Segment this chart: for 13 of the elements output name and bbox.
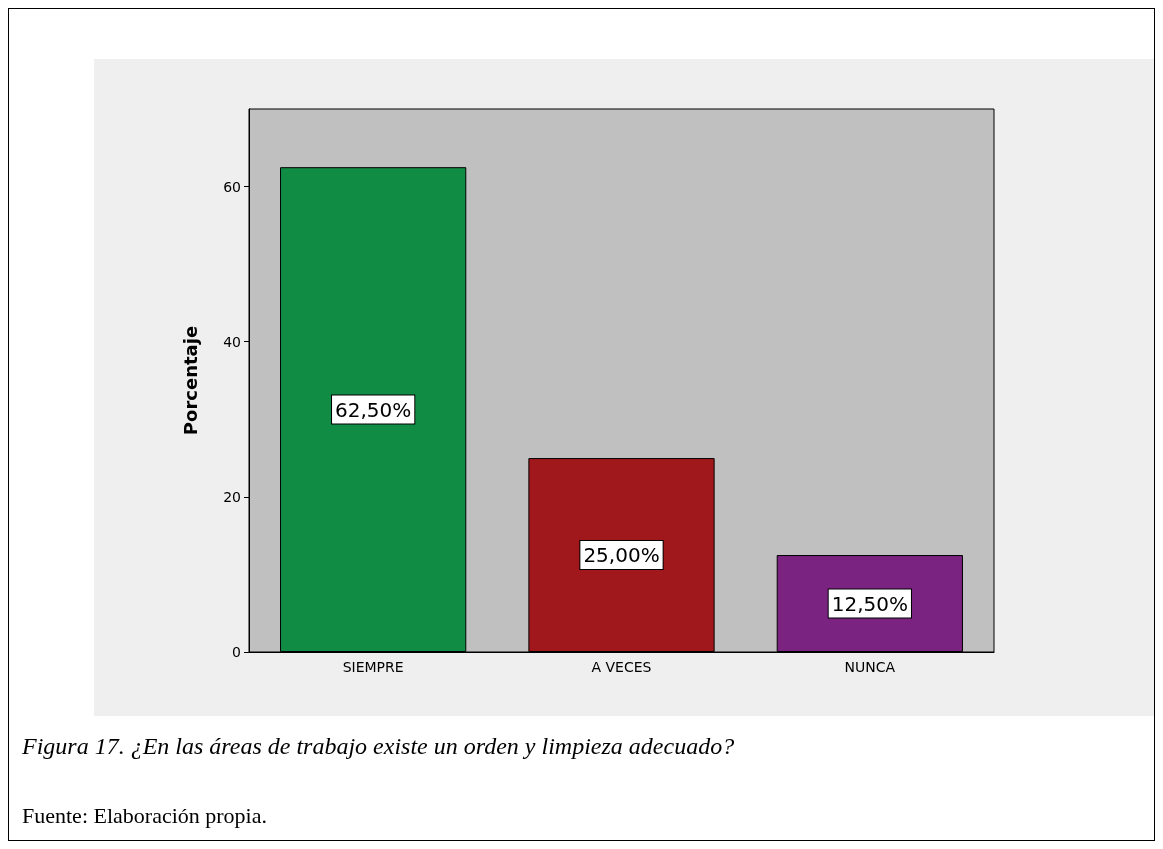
y-tick-label: 60 [223, 178, 241, 195]
source-note: Fuente: Elaboración propia. [22, 802, 267, 828]
text: Figura 17. ¿En las áreas de trabajo existe un orden y limpieza adecuado? [21, 733, 735, 759]
y-tick-label: 40 [223, 333, 241, 350]
x-tick-label: SIEMPRE [342, 659, 404, 675]
x-tick-label: NUNCA [844, 659, 896, 675]
data-label: 12,50% [831, 591, 908, 616]
data-label: 62,50% [335, 397, 412, 422]
x-tick-label: A VECES [591, 659, 652, 675]
data-label: 25,00% [583, 543, 660, 568]
y-axis-title: Porcentaje [179, 325, 201, 436]
y-tick-label: 20 [223, 488, 241, 505]
y-tick-label: 0 [232, 644, 241, 660]
